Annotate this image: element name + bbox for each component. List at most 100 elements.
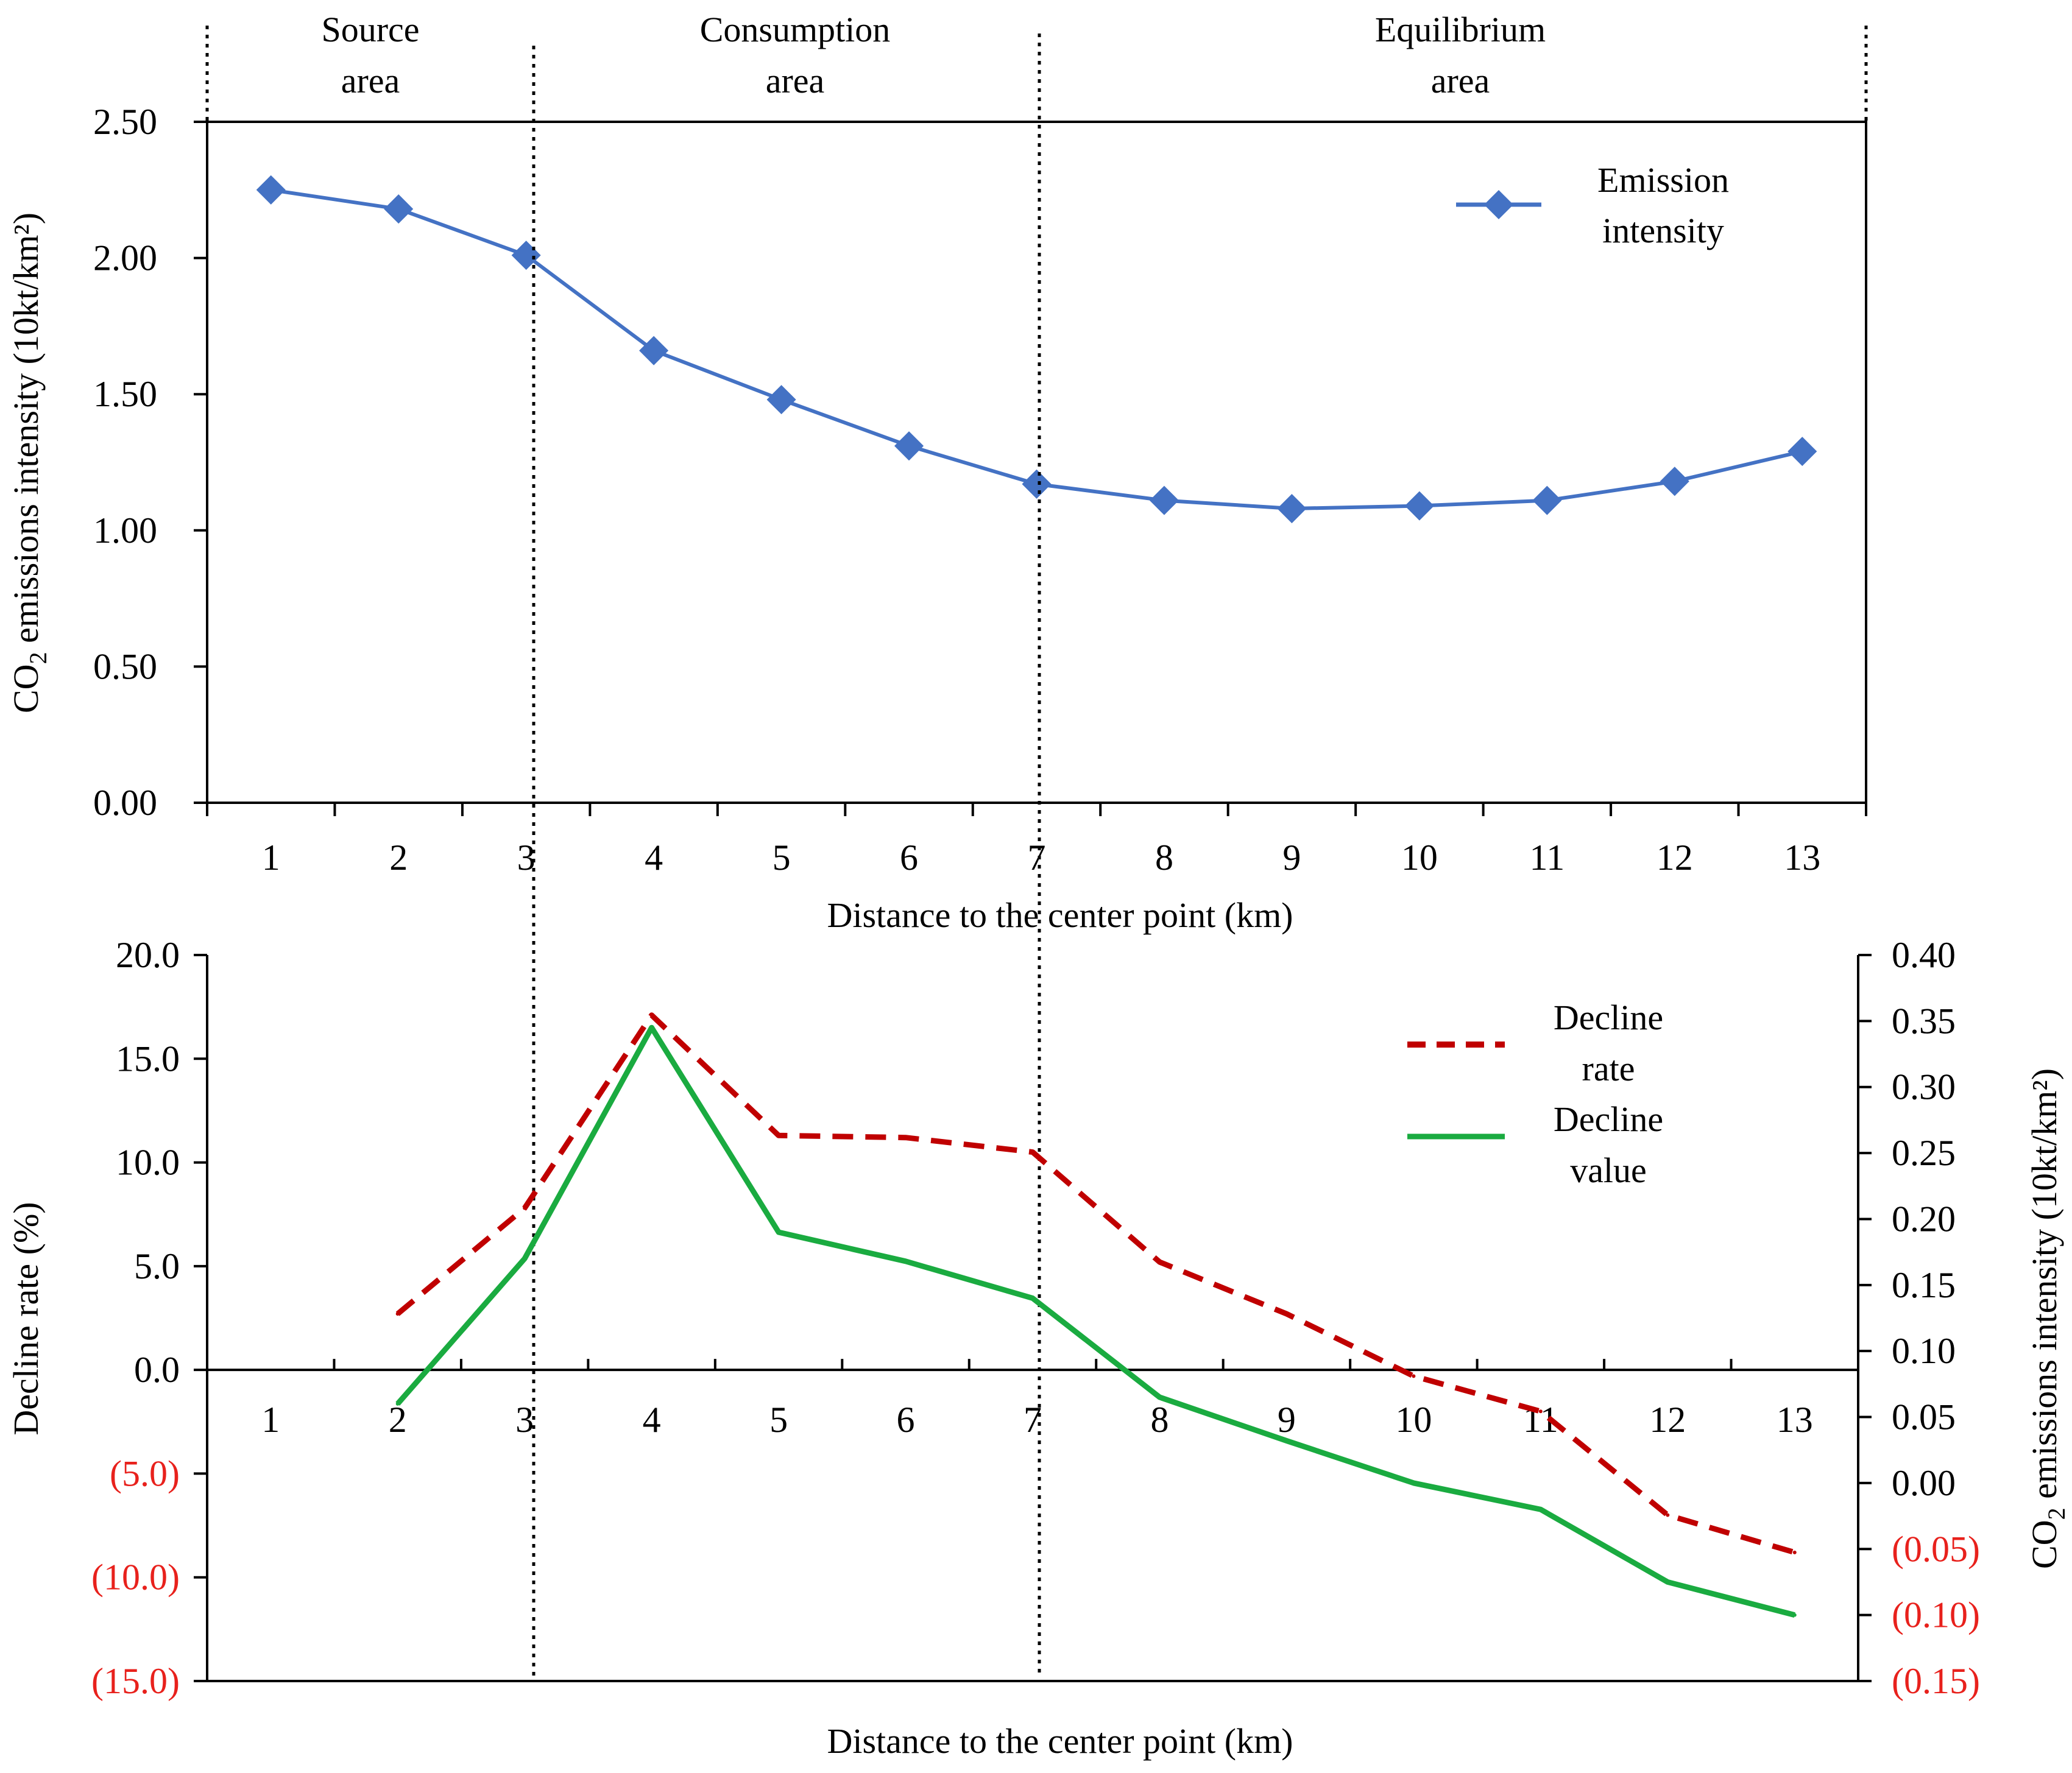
bottom-right-y-axis-label: CO2 emissions intensity (10kt/km²) — [2024, 1068, 2070, 1569]
bottom-right-tick-label: (0.05) — [1892, 1529, 1980, 1569]
bottom-chart: 20.0 15.0 10.0 5.0 0.0 (5.0) (10.0) (15.0) 0.40… — [6, 935, 2070, 1761]
emission-intensity-point — [1022, 469, 1052, 499]
decline-value-point — [395, 1401, 400, 1406]
top-y-tick-label: 1.50 — [93, 374, 157, 414]
bottom-right-tick-label: 0.05 — [1892, 1397, 1956, 1437]
top-y-tick-label: 0.00 — [93, 783, 157, 823]
decline-value-point — [1031, 1296, 1034, 1300]
emission-intensity-point — [1660, 467, 1689, 496]
bottom-right-tick-label: 0.25 — [1892, 1133, 1956, 1173]
bottom-x-axis-label: Distance to the center point (km) — [827, 1721, 1293, 1761]
decline-rate-point — [1031, 1150, 1034, 1154]
legend-emission-marker — [1483, 189, 1514, 220]
decline-rate-point — [1538, 1409, 1543, 1414]
bottom-x-tick-label: 13 — [1777, 1400, 1813, 1440]
emission-intensity-point — [766, 385, 796, 415]
top-y-axis-label: CO2 emissions intensity (10kt/km²) — [6, 213, 52, 713]
decline-rate-point — [1284, 1312, 1289, 1316]
top-x-axis-label: Distance to the center point (km) — [827, 895, 1293, 935]
bottom-x-tick-label: 5 — [769, 1400, 788, 1440]
emission-intensity-point — [1277, 493, 1307, 524]
zone-label-equilibrium-line1: Equilibrium — [1375, 10, 1546, 49]
bottom-x-tick-label: 6 — [897, 1400, 915, 1440]
top-x-tick-label: 6 — [900, 837, 918, 878]
legend-emission-label-line2: intensity — [1602, 211, 1724, 250]
bottom-right-tick-label: 0.20 — [1892, 1199, 1956, 1239]
emission-intensity-point — [1149, 485, 1179, 515]
decline-rate-point — [649, 1013, 654, 1017]
decline-rate-point — [1792, 1550, 1797, 1554]
emission-intensity-point — [511, 241, 541, 270]
bottom-left-tick-label: 5.0 — [134, 1246, 180, 1286]
top-x-tick-label: 11 — [1529, 837, 1565, 878]
top-y-tick-label: 2.50 — [93, 102, 157, 142]
top-x-tick-label: 8 — [1155, 837, 1173, 878]
decline-rate-point — [1158, 1260, 1162, 1264]
bottom-left-tick-label: 20.0 — [116, 935, 180, 975]
legend-decline-rate-label-line1: Decline — [1554, 998, 1663, 1037]
zone-label-consumption-line2: area — [766, 61, 825, 100]
bottom-right-tick-label: 0.30 — [1892, 1067, 1956, 1107]
decline-rate-point — [777, 1133, 781, 1138]
emission-intensity-point — [894, 431, 924, 461]
decline-rate-point — [523, 1206, 527, 1210]
decline-value-point — [903, 1259, 908, 1263]
top-x-tick-label: 2 — [389, 837, 408, 878]
decline-value-point — [777, 1230, 781, 1235]
decline-value-line — [395, 1024, 1795, 1618]
zone-label-equilibrium-line2: area — [1431, 61, 1490, 100]
bottom-left-y-axis-label: Decline rate (%) — [6, 1202, 46, 1435]
top-x-tick-label: 12 — [1657, 837, 1693, 878]
top-x-tick-label: 7 — [1028, 837, 1046, 878]
emission-intensity-point — [256, 175, 286, 205]
bottom-x-tick-label: 3 — [515, 1400, 534, 1440]
bottom-x-tick-label: 8 — [1150, 1400, 1169, 1440]
emission-intensity-point — [639, 336, 669, 365]
legend-decline-value-label-line2: value — [1570, 1151, 1647, 1190]
decline-value-point — [1284, 1439, 1289, 1443]
decline-value-point — [1666, 1580, 1670, 1584]
bottom-right-tick-label: (0.15) — [1892, 1661, 1980, 1701]
bottom-left-tick-label: (15.0) — [91, 1661, 180, 1701]
legend-decline-value-label-line1: Decline — [1554, 1099, 1663, 1139]
bottom-left-tick-label: 10.0 — [116, 1143, 180, 1183]
top-plot-frame — [206, 121, 1867, 804]
decline-value-point — [649, 1026, 654, 1030]
top-x-tick-label: 9 — [1282, 837, 1301, 878]
decline-rate-line — [395, 1012, 1796, 1556]
bottom-right-tick-label: 0.10 — [1892, 1331, 1956, 1371]
decline-value-point — [1538, 1507, 1543, 1512]
bottom-right-tick-label: 0.35 — [1892, 1001, 1956, 1041]
decline-rate-point — [395, 1312, 400, 1316]
zone-label-consumption-line1: Consumption — [700, 10, 891, 49]
decline-rate-point — [903, 1135, 908, 1140]
bottom-right-tick-label: 0.15 — [1892, 1265, 1956, 1305]
emission-intensity-point — [1404, 491, 1434, 521]
bottom-left-tick-label: (5.0) — [110, 1453, 180, 1493]
top-y-tick-label: 0.50 — [93, 646, 157, 686]
legend-decline-rate-label-line2: rate — [1582, 1049, 1635, 1088]
top-y-tick-label: 1.00 — [93, 510, 157, 551]
decline-rate-point — [1412, 1374, 1416, 1378]
top-x-tick-label: 10 — [1401, 837, 1438, 878]
top-chart: Source area Consumption area Equilibrium… — [6, 10, 1868, 935]
decline-value-point — [1158, 1395, 1162, 1400]
bottom-x-tick-label: 7 — [1024, 1400, 1042, 1440]
top-x-tick-label: 1 — [262, 837, 280, 878]
top-x-tick-label: 4 — [645, 837, 663, 878]
bottom-right-tick-label: 0.40 — [1892, 935, 1956, 975]
emission-intensity-line — [270, 188, 1803, 511]
decline-value-point — [1412, 1481, 1416, 1485]
bottom-x-tick-label: 10 — [1395, 1400, 1432, 1440]
bottom-right-tick-label: 0.00 — [1892, 1463, 1956, 1503]
bottom-x-tick-label: 12 — [1649, 1400, 1686, 1440]
bottom-x-tick-label: 4 — [643, 1400, 661, 1440]
zone-label-source-line1: Source — [321, 10, 419, 49]
bottom-right-tick-label: (0.10) — [1892, 1595, 1980, 1635]
top-x-tick-label: 5 — [773, 837, 791, 878]
bottom-left-tick-label: 0.0 — [134, 1350, 180, 1390]
bottom-left-tick-label: (10.0) — [91, 1557, 180, 1598]
decline-value-point — [1792, 1613, 1797, 1617]
emission-intensity-point — [384, 194, 414, 224]
